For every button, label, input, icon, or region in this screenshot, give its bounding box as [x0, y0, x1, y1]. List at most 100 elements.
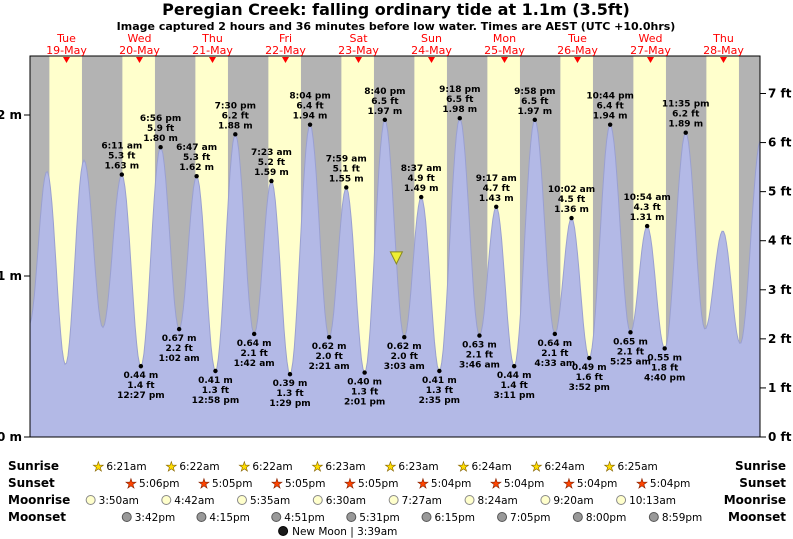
astro-row-label-left-sunrise: Sunrise [8, 459, 59, 473]
high-tide-ft: 5.9 ft [147, 124, 175, 134]
plot-frame [29, 55, 761, 438]
moonset-time: 5:31pm [359, 512, 399, 524]
star-sunset-icon: ★ [636, 477, 648, 492]
low-tide-ft: 1.3 ft [351, 388, 379, 398]
moonrise-time: 4:42am [174, 495, 214, 507]
tide-extreme-dot [477, 333, 482, 338]
low-tide-m: 0.44 m [497, 371, 532, 381]
astro-row-label-right-sunrise: Sunrise [735, 459, 786, 473]
star-sunset-icon: ★ [198, 477, 210, 492]
low-tide-ft: 1.6 ft [576, 373, 604, 383]
high-tide-time: 9:18 pm [439, 85, 480, 95]
sunset-time: 5:04pm [577, 478, 617, 490]
day-tick-arrow [574, 57, 581, 63]
circle-moonset-icon [572, 512, 583, 522]
right-axis-label: 1 ft [768, 381, 792, 395]
high-tide-time: 9:17 am [476, 174, 517, 184]
sunrise-time: 6:24am [471, 461, 511, 473]
low-tide-m: 0.64 m [537, 339, 572, 349]
tide-extreme-dot [552, 331, 558, 337]
low-tide-time: 12:27 pm [117, 391, 165, 401]
star-sunset-icon: ★ [563, 477, 575, 492]
sunset-time: 5:04pm [650, 478, 690, 490]
moonrise-time: 8:24am [478, 495, 518, 507]
star-sunrise-icon: ★ [604, 460, 616, 475]
day-tick-arrow [501, 57, 508, 63]
day-label-date: 20-May [119, 44, 160, 57]
low-tide-m: 0.55 m [647, 353, 682, 363]
star-sunrise-icon: ★ [531, 460, 543, 475]
high-tide-m: 1.98 m [442, 105, 477, 115]
day-label-dow: Sat [349, 32, 368, 45]
high-tide-ft: 4.5 ft [558, 195, 586, 205]
tide-extreme-dot [326, 334, 332, 340]
circle-moonrise-icon [540, 495, 551, 505]
tide-extreme-dot [494, 204, 499, 209]
high-tide-m: 1.55 m [329, 174, 364, 184]
high-tide-m: 1.49 m [404, 184, 439, 194]
astro-row-label-left-sunset: Sunset [8, 476, 55, 490]
high-tide-ft: 6.5 ft [446, 95, 474, 105]
right-axis-label: 3 ft [768, 283, 792, 297]
astro-row-label-right-sunset: Sunset [739, 476, 786, 490]
low-tide-time: 3:52 pm [569, 383, 610, 393]
high-tide-time: 10:54 am [624, 193, 671, 203]
star-sunset-icon: ★ [344, 477, 356, 492]
day-label-dow: Sun [421, 32, 442, 45]
high-tide-m: 1.94 m [293, 112, 328, 122]
day-label-dow: Tue [56, 32, 76, 45]
high-tide-m: 1.43 m [479, 194, 514, 204]
star-sunset-icon: ★ [125, 477, 137, 492]
high-tide-m: 1.94 m [593, 112, 628, 122]
right-axis-label: 4 ft [768, 234, 792, 248]
star-sunrise-icon: ★ [312, 460, 324, 475]
right-axis-label: 6 ft [768, 136, 792, 150]
tide-extreme-dot [287, 372, 293, 377]
low-tide-time: 1:42 am [234, 359, 275, 369]
high-tide-time: 7:23 am [251, 148, 292, 158]
tide-extreme-dot [194, 173, 199, 179]
day-tick-arrow [63, 57, 70, 63]
day-label-dow: Wed [128, 32, 152, 45]
sunrise-time: 6:23am [398, 461, 438, 473]
high-tide-time: 8:37 am [401, 164, 442, 174]
high-tide-time: 8:04 pm [289, 92, 330, 102]
high-tide-m: 1.36 m [554, 205, 589, 215]
tide-extreme-dot [644, 223, 650, 229]
high-tide-time: 9:58 pm [514, 87, 555, 97]
high-tide-m: 1.80 m [143, 134, 178, 144]
high-tide-ft: 6.4 ft [296, 102, 324, 112]
star-sunset-icon: ★ [490, 477, 502, 492]
circle-moonrise-icon [388, 495, 399, 505]
circle-moonset-icon [497, 512, 508, 522]
current-tide-marker [389, 251, 404, 266]
day-label-dow: Wed [639, 32, 663, 45]
sunrise-time: 6:24am [544, 461, 584, 473]
left-axis-label: 2 m [0, 108, 22, 122]
low-tide-m: 0.62 m [387, 342, 422, 352]
sunrise-time: 6:25am [618, 461, 658, 473]
day-label-dow: Fri [279, 32, 292, 45]
high-tide-time: 8:40 pm [364, 87, 405, 97]
low-tide-ft: 1.3 ft [426, 386, 454, 396]
low-tide-m: 0.63 m [462, 341, 497, 351]
low-tide-m: 0.41 m [422, 376, 457, 386]
low-tide-m: 0.64 m [237, 339, 272, 349]
day-tick-arrow [428, 57, 435, 63]
astro-row-label-right-moonrise: Moonrise [724, 493, 786, 507]
star-sunrise-icon: ★ [166, 460, 178, 475]
high-tide-time: 7:30 pm [215, 101, 256, 111]
high-tide-ft: 4.7 ft [483, 184, 511, 194]
high-tide-ft: 6.4 ft [596, 102, 624, 112]
sunset-time: 5:05pm [212, 478, 252, 490]
day-tick-arrow [647, 57, 654, 63]
moonset-time: 4:51pm [284, 512, 324, 524]
star-sunset-icon: ★ [271, 477, 283, 492]
moonrise-time: 3:50am [99, 495, 139, 507]
moonset-time: 8:59pm [662, 512, 702, 524]
low-tide-ft: 2.1 ft [617, 347, 645, 357]
low-tide-time: 3:11 pm [494, 391, 535, 401]
moonrise-time: 5:35am [250, 495, 290, 507]
